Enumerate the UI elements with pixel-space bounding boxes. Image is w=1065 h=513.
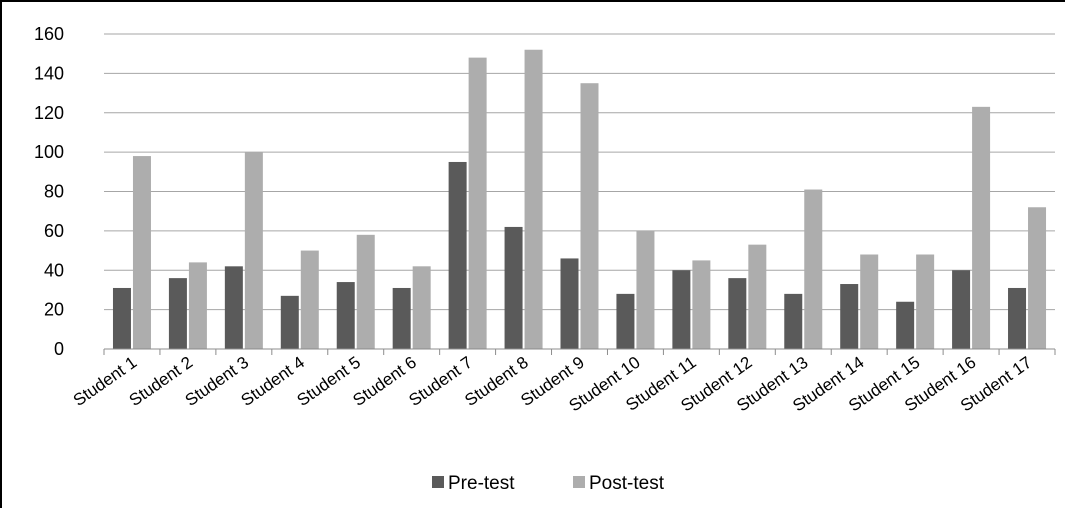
bar-pre-test xyxy=(1008,287,1027,349)
legend-item-post-test: Post-test xyxy=(573,473,665,494)
x-axis xyxy=(103,348,1056,355)
bar-pre-test xyxy=(616,293,635,349)
y-tick-label: 100 xyxy=(34,142,64,162)
bar-post-test xyxy=(804,189,823,349)
bar-post-test xyxy=(132,156,151,349)
y-tick-label: 160 xyxy=(34,24,64,44)
bar-pre-test xyxy=(896,301,915,349)
bar-post-test xyxy=(748,244,767,349)
bar-pre-test xyxy=(112,287,131,349)
bar-post-test xyxy=(412,266,431,349)
legend-item-pre-test: Pre-test xyxy=(432,473,515,494)
bar-post-test xyxy=(244,152,263,349)
bar-post-test xyxy=(468,57,487,349)
bar-post-test xyxy=(916,254,935,349)
legend-swatch xyxy=(432,476,444,488)
y-tick-labels: 0 20 40 60 80 100 120 140 160 xyxy=(34,24,64,359)
bar-post-test xyxy=(860,254,879,349)
bar-pre-test xyxy=(448,161,467,349)
bar-post-test xyxy=(356,234,375,349)
bar-post-test xyxy=(188,262,207,349)
bar-post-test xyxy=(300,250,319,349)
bar-post-test xyxy=(580,83,599,349)
y-tick-label: 140 xyxy=(34,63,64,83)
legend-swatch xyxy=(573,476,585,488)
legend-label: Pre-test xyxy=(448,473,515,494)
bar-pre-test xyxy=(840,284,859,349)
y-tick-label: 0 xyxy=(54,339,64,359)
bar-post-test xyxy=(972,106,991,349)
bars xyxy=(112,49,1047,349)
bar-post-test xyxy=(636,230,655,349)
bar-post-test xyxy=(524,49,543,349)
legend: Pre-test Post-test xyxy=(432,473,665,494)
bar-post-test xyxy=(692,260,711,349)
y-tick-label: 80 xyxy=(44,182,64,202)
bar-pre-test xyxy=(280,295,299,349)
legend-label: Post-test xyxy=(589,473,665,494)
bar-pre-test xyxy=(504,226,523,349)
bar-pre-test xyxy=(672,270,691,349)
bar-pre-test xyxy=(224,266,243,349)
bar-pre-test xyxy=(728,278,747,349)
bar-post-test xyxy=(1028,207,1047,349)
y-tick-label: 20 xyxy=(44,300,64,320)
bar-pre-test xyxy=(168,278,187,349)
bar-pre-test xyxy=(392,287,411,349)
y-tick-label: 60 xyxy=(44,221,64,241)
bar-pre-test xyxy=(336,282,355,349)
bar-pre-test xyxy=(784,293,803,349)
bar-pre-test xyxy=(952,270,971,349)
y-tick-label: 40 xyxy=(44,260,64,280)
bar-pre-test xyxy=(560,258,579,349)
y-tick-label: 120 xyxy=(34,103,64,123)
